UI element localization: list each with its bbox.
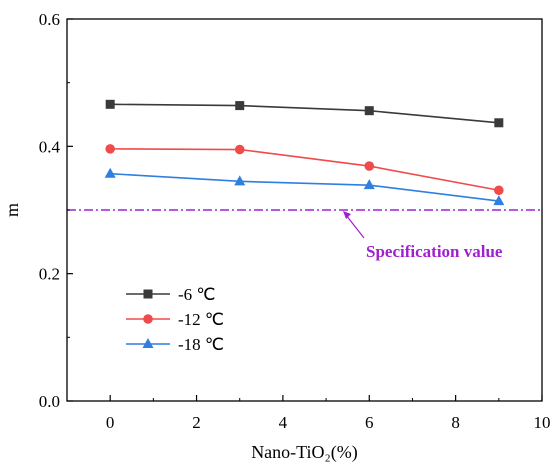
x-axis-title: Nano-TiO₂(%)	[251, 442, 358, 463]
data-point-s1-3	[494, 185, 504, 196]
legend-label-0: -6 ℃	[178, 285, 216, 304]
y-tick-label: 0.4	[39, 137, 61, 156]
data-point-s1-2	[364, 161, 375, 171]
y-axis-title: m	[2, 203, 22, 217]
x-tick-label: 0	[106, 413, 115, 432]
data-point-s0-1	[235, 101, 245, 111]
x-tick-label: 2	[192, 413, 201, 432]
specification-annotation: Specification value	[366, 242, 503, 261]
data-point-s2-0	[104, 167, 116, 178]
y-axis-title-group: m	[2, 203, 22, 217]
annotation-arrowhead	[343, 211, 351, 219]
legend-marker-0	[143, 289, 153, 299]
series-line-2	[110, 172, 499, 202]
data-point-s1-1	[234, 144, 245, 155]
data-point-s0-3	[494, 118, 504, 128]
annotation-arrow	[345, 214, 365, 239]
data-point-s1-0	[105, 144, 115, 154]
legend-marker-2	[142, 338, 154, 348]
legend: -6 ℃ -12 ℃ -18 ℃	[126, 285, 224, 354]
data-point-s2-2	[363, 179, 375, 190]
data-point-s0-2	[364, 106, 374, 116]
data-point-s0-0	[105, 99, 115, 109]
legend-label-1: -12 ℃	[178, 310, 224, 329]
y-tick-label: 0.0	[39, 392, 60, 411]
data-point-s2-1	[234, 175, 246, 186]
x-tick-label: 8	[451, 413, 460, 432]
y-tick-label: 0.2	[39, 265, 60, 284]
series-group	[104, 99, 505, 206]
x-tick-label: 4	[279, 413, 288, 432]
series-line-0	[110, 103, 499, 124]
x-tick-label: 10	[534, 413, 550, 432]
data-point-s2-3	[493, 195, 505, 206]
ticks-group: 0 2 4 6 8 10 0.0 0.2 0.4 0.6	[39, 10, 550, 432]
y-tick-label: 0.6	[39, 10, 60, 29]
legend-label-2: -18 ℃	[178, 335, 224, 354]
x-tick-label: 6	[365, 413, 374, 432]
reference-line-group	[67, 209, 542, 239]
legend-marker-1	[143, 314, 153, 324]
series-line-1	[110, 148, 499, 192]
